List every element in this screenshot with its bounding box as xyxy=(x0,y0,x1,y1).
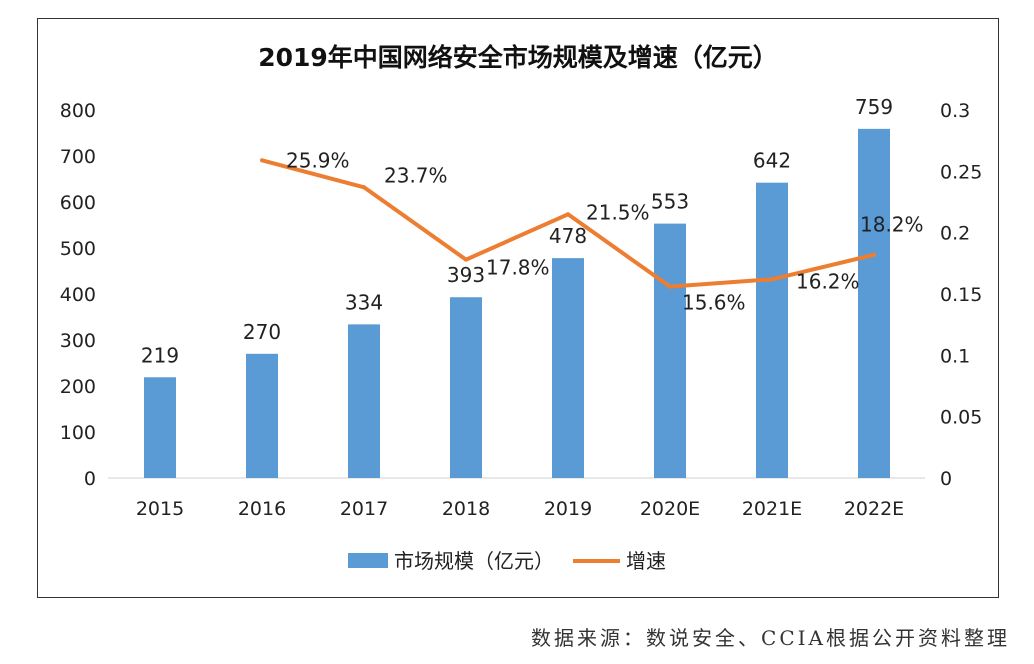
growth-point xyxy=(362,185,366,190)
bar-label: 334 xyxy=(345,290,383,314)
bar-label: 642 xyxy=(753,149,791,173)
legend-label-bar: 市场规模（亿元） xyxy=(394,549,554,573)
bar xyxy=(756,182,788,478)
legend-swatch-bar xyxy=(348,553,388,568)
y-left-tick: 500 xyxy=(60,238,96,260)
x-tick: 2016 xyxy=(238,498,286,520)
y-right-tick: 0.05 xyxy=(940,407,982,429)
x-tick: 2021E xyxy=(742,498,802,520)
growth-label: 25.9% xyxy=(286,148,350,172)
growth-label: 18.2% xyxy=(860,213,924,237)
y-left-tick: 0 xyxy=(84,468,96,490)
y-right-tick: 0.3 xyxy=(940,100,970,122)
source-note: 数据来源：数说安全、CCIA根据公开资料整理 xyxy=(531,626,1010,650)
growth-point xyxy=(464,257,468,262)
growth-label: 23.7% xyxy=(384,163,448,187)
bar xyxy=(654,223,686,478)
growth-point xyxy=(668,284,672,289)
bar xyxy=(246,353,278,478)
y-left-tick: 300 xyxy=(60,330,96,352)
x-tick: 2022E xyxy=(844,498,904,520)
y-right-tick: 0.2 xyxy=(940,223,970,245)
bar xyxy=(348,324,380,478)
bar-label: 270 xyxy=(243,320,281,344)
growth-label: 21.5% xyxy=(586,200,650,224)
legend-label-line: 增速 xyxy=(626,549,666,573)
growth-point xyxy=(872,252,876,257)
x-tick: 2020E xyxy=(640,498,700,520)
y-left-tick: 400 xyxy=(60,284,96,306)
y-right-tick: 0.1 xyxy=(940,345,970,367)
growth-point xyxy=(260,158,264,163)
y-right-tick: 0 xyxy=(940,468,952,490)
x-tick: 2018 xyxy=(442,498,490,520)
x-tick: 2017 xyxy=(340,498,388,520)
bar-label: 393 xyxy=(447,263,485,287)
growth-point xyxy=(770,277,774,282)
bar xyxy=(450,297,482,478)
chart-frame xyxy=(37,18,999,598)
bar xyxy=(858,128,890,479)
bar xyxy=(144,377,176,478)
bar-label: 478 xyxy=(549,224,587,248)
y-left-tick: 600 xyxy=(60,192,96,214)
bar-label: 553 xyxy=(651,190,689,214)
bar xyxy=(552,258,584,478)
legend: 市场规模（亿元） 增速 xyxy=(348,549,666,573)
y-left-tick: 800 xyxy=(60,100,96,122)
y-left-tick: 100 xyxy=(60,422,96,444)
x-tick: 2015 xyxy=(136,498,184,520)
y-right-tick: 0.15 xyxy=(940,284,982,306)
y-left-tick: 200 xyxy=(60,376,96,398)
growth-label: 17.8% xyxy=(486,256,550,280)
y-right-tick: 0.25 xyxy=(940,161,982,183)
y-left-tick: 700 xyxy=(60,146,96,168)
bar-label: 219 xyxy=(141,343,179,367)
growth-label: 16.2% xyxy=(796,269,860,293)
growth-label: 15.6% xyxy=(682,291,746,315)
bar-label: 759 xyxy=(855,95,893,119)
chart-title: 2019年中国网络安全市场规模及增速（亿元） xyxy=(258,43,778,72)
x-tick: 2019 xyxy=(544,498,592,520)
growth-point xyxy=(566,212,570,217)
